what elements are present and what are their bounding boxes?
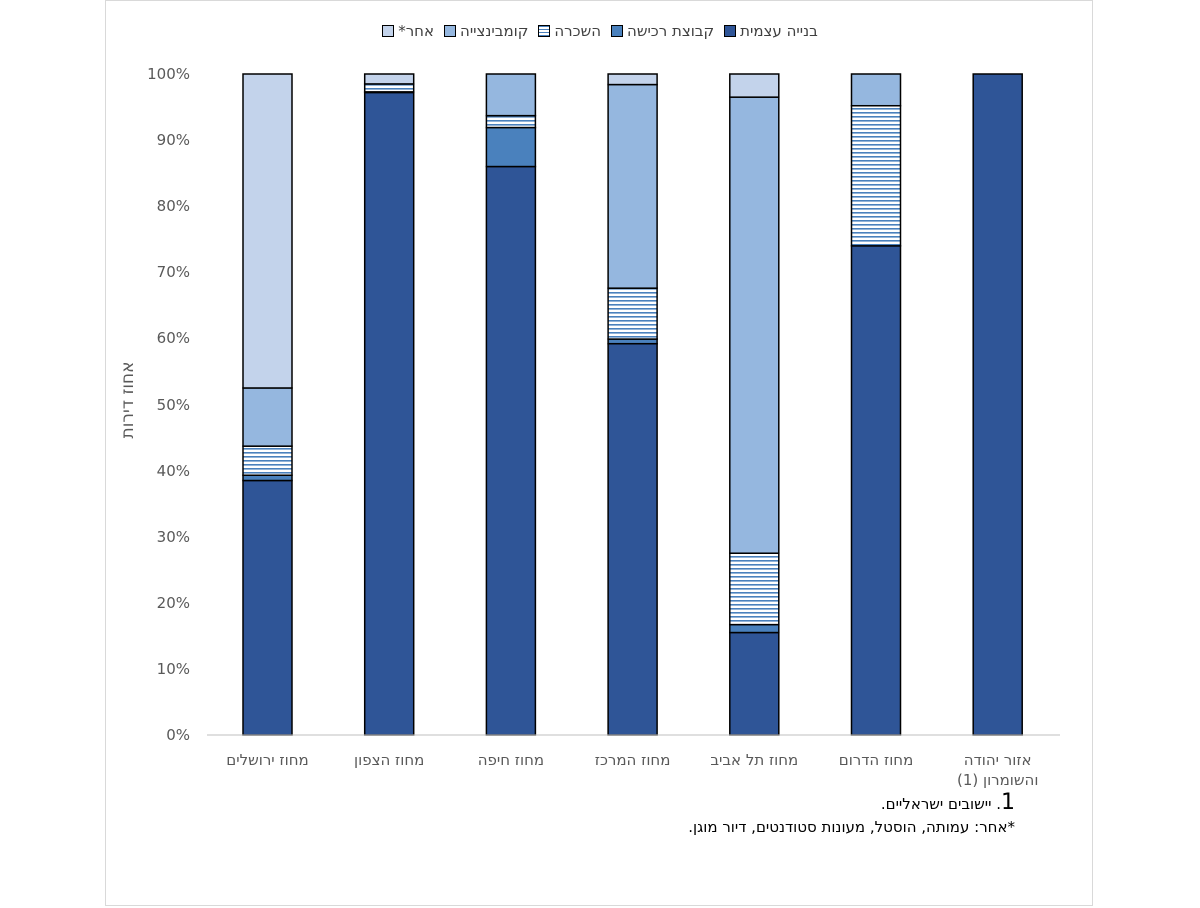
y-tick-label: 10%: [156, 659, 190, 678]
bar-segment-1-1: [242, 479, 293, 736]
y-tick-label: 100%: [147, 65, 190, 83]
bar-segment-6-3: [850, 104, 902, 247]
y-tick-label: 50%: [156, 395, 190, 414]
legend-label: השכרה: [554, 22, 602, 40]
legend-swatch: [382, 25, 395, 37]
legend-swatch: [724, 25, 737, 37]
bar-segment-3-4: [485, 73, 537, 117]
legend-item: השכרה: [538, 20, 601, 42]
x-tick-label: מחוז המרכז: [594, 751, 671, 769]
bar-segment-3-2: [485, 126, 537, 168]
x-tick-label: מחוז חיפה: [477, 751, 545, 769]
bar-segment-5-2: [729, 623, 780, 634]
y-tick-label: 80%: [156, 197, 190, 216]
bar-segment-3-1: [485, 165, 537, 736]
bar-segment-1-5: [242, 73, 293, 389]
y-tick-label: 70%: [156, 263, 190, 282]
legend-item: אחר*: [382, 20, 434, 42]
y-tick-label: 60%: [156, 329, 190, 348]
legend-item: קבוצת רכישה: [611, 20, 714, 42]
x-tick-label: מחוז הצפון: [354, 751, 425, 769]
x-tick-label: מחוז ירושלים: [226, 751, 309, 769]
footnote-1: 1. יישובים ישראליים.: [881, 790, 1015, 815]
legend-swatch: [538, 25, 551, 37]
bar-segment-4-4: [607, 83, 658, 289]
bar-segment-4-1: [607, 342, 658, 736]
bar-segment-6-1: [850, 245, 902, 736]
bar-segment-2-5: [363, 73, 415, 85]
bar-segment-1-2: [242, 474, 293, 482]
legend-swatch: [611, 25, 624, 37]
bar-segment-2-3: [363, 83, 415, 93]
y-tick-label: 0%: [166, 726, 190, 744]
bar-segment-6-4: [850, 73, 902, 107]
bar-segment-1-3: [242, 445, 293, 476]
legend: בנייה עצמית קבוצת רכישה השכרה קומבינצייה אחר…: [330, 20, 870, 42]
legend-item: קומבינצייה: [444, 20, 528, 42]
legend-item: בנייה עצמית: [724, 20, 818, 42]
legend-label: קבוצת רכישה: [627, 22, 715, 40]
bar-segment-3-3: [485, 114, 537, 129]
x-tick-label: אזור יהודה והשומרון (1): [956, 751, 1039, 789]
footnote-1-text: . יישובים ישראליים.: [880, 795, 1001, 813]
y-tick-label: 20%: [156, 593, 190, 612]
bar-segment-5-5: [729, 73, 780, 98]
legend-label: אחר*: [398, 22, 435, 40]
legend-swatch: [444, 25, 457, 37]
x-tick-label: מחוז הדרום: [838, 751, 914, 769]
y-tick-label: 40%: [156, 461, 190, 480]
legend-label: קומבינצייה: [460, 22, 529, 40]
y-tick-label: 90%: [156, 131, 190, 150]
y-tick-label: 30%: [156, 527, 190, 546]
bar-segment-4-5: [607, 73, 658, 86]
bar-segment-5-4: [729, 96, 780, 554]
bar-segment-1-4: [242, 387, 293, 447]
footnote-1-number: 1: [1001, 790, 1015, 815]
legend-label: בנייה עצמית: [740, 22, 818, 40]
bar-segment-2-1: [363, 91, 415, 736]
bar-segment-5-3: [729, 552, 780, 626]
bar-segment-4-3: [607, 287, 658, 340]
x-tick-label: מחוז תל אביב: [710, 751, 799, 769]
footnote-2: *אחר: עמותה, הוסטל, מעונות סטודנטים, דיו…: [688, 818, 1015, 836]
bar-segment-5-1: [729, 631, 780, 736]
bar-segment-7-1: [972, 73, 1023, 736]
